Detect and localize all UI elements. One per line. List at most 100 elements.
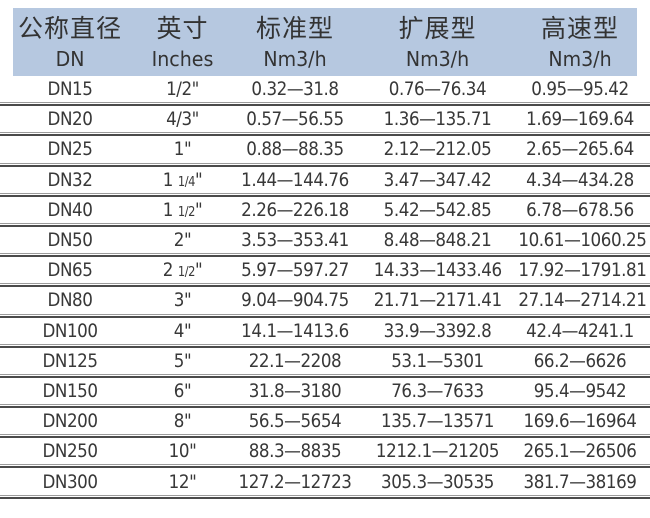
cell-inches: 1" <box>173 138 192 161</box>
cell-standard: 0.32—31.8 <box>251 78 339 101</box>
cell-standard: 1.44—144.76 <box>241 168 349 191</box>
header-label-en: Nm3/h <box>548 47 612 71</box>
cell-high-speed: 6.78—678.56 <box>526 198 634 221</box>
table-row: DN32 1 1/4" 1.44—144.76 3.47—347.42 4.34… <box>0 167 650 193</box>
cell-standard: 9.04—904.75 <box>241 289 349 312</box>
cell-standard: 5.97—597.27 <box>241 259 349 282</box>
cell-extended: 53.1—5301 <box>391 349 484 372</box>
cell-extended: 305.3—30535 <box>381 470 494 493</box>
header-cell-extended: 扩展型 Nm3/h <box>365 12 510 74</box>
cell-high-speed: 0.95—95.42 <box>531 78 629 101</box>
cell-extended: 8.48—848.21 <box>383 229 492 252</box>
cell-inches: 12" <box>168 470 197 493</box>
cell-high-speed: 42.4—4241.1 <box>526 319 634 342</box>
cell-standard: 56.5—5654 <box>248 410 342 433</box>
cell-extended: 21.71—2171.41 <box>373 289 502 312</box>
cell-dn: DN100 <box>42 319 98 342</box>
cell-extended: 1212.1—21205 <box>375 440 500 463</box>
cell-extended: 0.76—76.34 <box>388 78 487 101</box>
cell-high-speed: 1.69—169.64 <box>526 108 634 131</box>
cell-dn: DN200 <box>42 410 98 433</box>
cell-high-speed: 381.7—38169 <box>523 470 637 493</box>
table-row: DN50 2" 3.53—353.41 8.48—848.21 10.61—10… <box>0 227 650 253</box>
header-label-en: DN <box>55 47 85 71</box>
cell-extended: 2.12—212.05 <box>383 138 492 161</box>
header-label-cn: 标准型 <box>255 14 334 43</box>
table-row: DN20 4/3" 0.57—56.55 1.36—135.71 1.69—16… <box>0 106 650 132</box>
table-header: 公称直径 DN 英寸 Inches 标准型 Nm3/h 扩展型 Nm3/h 高速… <box>0 8 650 76</box>
table-header-row: 公称直径 DN 英寸 Inches 标准型 Nm3/h 扩展型 Nm3/h 高速… <box>0 8 650 76</box>
cell-inches: 1/2" <box>166 78 199 101</box>
cell-standard: 31.8—3180 <box>248 379 342 402</box>
row-divider <box>0 343 650 348</box>
row-divider <box>0 434 650 439</box>
cell-high-speed: 95.4—9542 <box>533 379 627 402</box>
header-label-cn: 英寸 <box>156 14 209 43</box>
cell-extended: 76.3—7633 <box>391 379 484 402</box>
cell-dn: DN300 <box>42 470 98 493</box>
header-cell-inches: 英寸 Inches <box>140 12 225 74</box>
flow-rate-spec-table: 公称直径 DN 英寸 Inches 标准型 Nm3/h 扩展型 Nm3/h 高速… <box>0 8 650 518</box>
table-row: DN65 2 1/2" 5.97—597.27 14.33—1433.46 17… <box>0 257 650 283</box>
header-label-en: Inches <box>151 47 214 71</box>
header-label-cn: 高速型 <box>540 14 619 43</box>
row-divider <box>0 222 650 227</box>
cell-inches: 1 1/4" <box>162 168 203 191</box>
row-divider <box>0 404 650 409</box>
cell-dn: DN20 <box>47 108 93 131</box>
cell-inches: 6" <box>173 379 192 402</box>
cell-inches: 8" <box>173 410 192 433</box>
header-cell-standard: 标准型 Nm3/h <box>225 12 365 74</box>
cell-extended: 33.9—3392.8 <box>383 319 492 342</box>
header-cell-high-speed: 高速型 Nm3/h <box>510 12 650 74</box>
cell-inches: 2 1/2" <box>162 259 203 282</box>
cell-high-speed: 10.61—1060.25 <box>518 229 647 252</box>
table-body: DN15 1/2" 0.32—31.8 0.76—76.34 0.95—95.4… <box>0 76 650 499</box>
cell-inches: 10" <box>168 440 197 463</box>
table-row: DN100 4" 14.1—1413.6 33.9—3392.8 42.4—42… <box>0 318 650 344</box>
inch-fraction: 1/4 <box>177 174 196 190</box>
table-row: DN150 6" 31.8—3180 76.3—7633 95.4—9542 <box>0 378 650 404</box>
cell-inches: 1 1/2" <box>162 198 203 221</box>
cell-dn: DN250 <box>42 440 98 463</box>
cell-dn: DN25 <box>47 138 93 161</box>
cell-inches: 5" <box>173 349 192 372</box>
cell-dn: DN40 <box>47 198 93 221</box>
table-row: DN25 1" 0.88—88.35 2.12—212.05 2.65—265.… <box>0 136 650 162</box>
cell-standard: 22.1—2208 <box>248 349 342 372</box>
cell-standard: 88.3—8835 <box>248 440 342 463</box>
cell-inches: 3" <box>173 289 192 312</box>
row-divider <box>0 494 650 499</box>
row-divider <box>0 132 650 137</box>
cell-dn: DN32 <box>47 168 93 191</box>
cell-inches: 2" <box>173 229 192 252</box>
row-divider <box>0 192 650 197</box>
cell-high-speed: 17.92—1791.81 <box>518 259 647 282</box>
table-row: DN125 5" 22.1—2208 53.1—5301 66.2—6626 <box>0 348 650 374</box>
cell-standard: 0.88—88.35 <box>246 138 344 161</box>
row-divider <box>0 162 650 167</box>
row-divider <box>0 102 650 107</box>
cell-dn: DN150 <box>42 379 98 402</box>
cell-high-speed: 4.34—434.28 <box>526 168 634 191</box>
cell-extended: 1.36—135.71 <box>383 108 492 131</box>
inch-fraction: 1/2 <box>177 265 196 281</box>
cell-dn: DN65 <box>47 259 93 282</box>
cell-high-speed: 66.2—6626 <box>533 349 627 372</box>
cell-standard: 0.57—56.55 <box>246 108 344 131</box>
cell-dn: DN50 <box>47 229 93 252</box>
cell-dn: DN15 <box>47 78 93 101</box>
table-row: DN300 12" 127.2—12723 305.3—30535 381.7—… <box>0 468 650 494</box>
cell-standard: 3.53—353.41 <box>241 229 349 252</box>
cell-dn: DN80 <box>47 289 93 312</box>
cell-high-speed: 265.1—26506 <box>523 440 637 463</box>
table-row: DN200 8" 56.5—5654 135.7—13571 169.6—169… <box>0 408 650 434</box>
cell-extended: 14.33—1433.46 <box>373 259 502 282</box>
cell-standard: 14.1—1413.6 <box>241 319 349 342</box>
header-cell-dn: 公称直径 DN <box>0 12 140 74</box>
cell-high-speed: 27.14—2714.21 <box>518 289 647 312</box>
row-divider <box>0 373 650 378</box>
cell-dn: DN125 <box>42 349 98 372</box>
header-label-cn: 扩展型 <box>398 14 477 43</box>
cell-extended: 3.47—347.42 <box>383 168 492 191</box>
